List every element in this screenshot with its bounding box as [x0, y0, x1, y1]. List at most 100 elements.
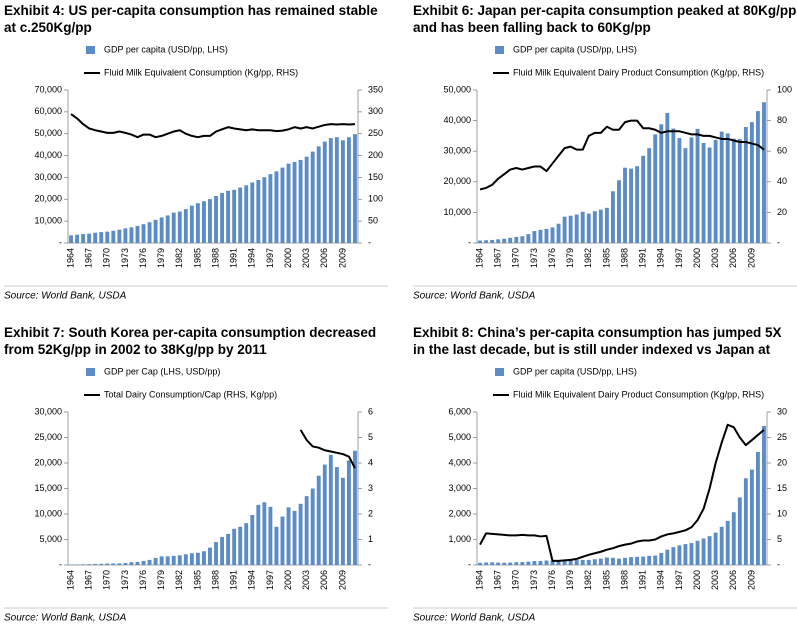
source-note: Source: World Bank, USDA	[413, 613, 536, 624]
bar	[635, 166, 640, 243]
chart-panel: GDP per Cap (LHS, USD/pp) Total Dairy Con…	[0, 322, 390, 636]
bar	[478, 562, 482, 565]
y-tick-label: 5,000	[39, 534, 62, 544]
bar	[171, 212, 176, 243]
y2-tick-label: 60	[777, 146, 787, 156]
x-tick-label: 1973	[120, 248, 130, 268]
x-tick-label: 1976	[547, 248, 557, 268]
bar	[298, 503, 303, 565]
bar	[69, 235, 73, 243]
bar	[562, 561, 567, 565]
x-tick-label: 1982	[583, 570, 593, 590]
bar	[189, 553, 194, 565]
y-tick-label: -	[468, 559, 471, 569]
x-tick-label: 1997	[674, 570, 684, 590]
y2-tick-label: -	[368, 559, 371, 569]
bar	[274, 526, 279, 565]
bar	[756, 111, 760, 243]
y2-tick-label: 1	[368, 534, 373, 544]
x-tick-label: 2006	[319, 570, 329, 590]
bar	[743, 478, 748, 565]
bar	[484, 562, 488, 565]
y2-tick-label: -	[777, 559, 780, 569]
bar	[719, 131, 724, 243]
x-tick-label: 2003	[301, 570, 311, 590]
bar	[490, 239, 495, 243]
bar	[707, 147, 712, 243]
y-tick-label: 10,000	[34, 216, 62, 226]
bar	[87, 233, 92, 243]
source-note: Source: World Bank, USDA	[413, 291, 536, 302]
bar	[598, 209, 603, 243]
bar	[250, 182, 255, 243]
x-tick-label: 1982	[583, 248, 593, 268]
bar	[129, 227, 134, 243]
bar	[689, 137, 694, 243]
x-tick-label: 2006	[728, 248, 738, 268]
bar	[478, 240, 482, 243]
bar	[598, 558, 603, 565]
bar	[87, 564, 92, 565]
legend-label: Fluid Milk Equivalent Dairy Product Cons…	[513, 389, 764, 399]
y2-tick-label: 5	[777, 534, 782, 544]
bar	[226, 533, 231, 565]
bar	[147, 559, 152, 565]
bar	[623, 557, 627, 565]
chart: GDP per Cap (LHS, USD/pp) Total Dairy Con…	[4, 366, 388, 624]
bar	[586, 559, 591, 565]
chart: GDP per capita (USD/pp, LHS) Fluid Milk E…	[413, 366, 797, 624]
bar	[183, 209, 188, 243]
y-tick-label: 70,000	[34, 84, 62, 94]
x-tick-label: 2003	[301, 248, 311, 268]
bar	[629, 557, 633, 565]
chart-title: Exhibit 7: South Korea per-capita consum…	[4, 325, 377, 357]
bar	[514, 562, 519, 565]
bar	[347, 460, 351, 565]
line	[479, 119, 765, 191]
legend-label: Total Dairy Consumption/Cap (RHS, Kg/pp)	[104, 389, 277, 399]
bar	[353, 450, 357, 565]
bar	[677, 545, 682, 565]
bar	[177, 211, 182, 243]
bar	[93, 232, 98, 243]
x-tick-label: 1964	[474, 570, 484, 590]
y2-tick-label: 40	[777, 176, 787, 186]
y-tick-label: -	[468, 237, 471, 247]
y-tick-label: 10,000	[443, 207, 471, 217]
bar	[328, 454, 333, 565]
bar	[135, 561, 140, 565]
y-tick-label: 60,000	[34, 106, 62, 116]
bar	[238, 526, 243, 565]
x-tick-label: 1988	[210, 570, 220, 590]
bar	[105, 231, 110, 243]
x-tick-label: 2003	[710, 570, 720, 590]
bar	[117, 229, 122, 243]
bar	[749, 122, 754, 243]
bar	[99, 232, 104, 243]
bar	[177, 555, 182, 565]
x-tick-label: 1973	[529, 248, 539, 268]
bar	[508, 562, 513, 565]
bar	[665, 112, 670, 243]
bar	[334, 137, 339, 243]
line	[479, 423, 765, 562]
bar	[226, 190, 231, 243]
bar	[256, 504, 261, 565]
bar	[695, 128, 700, 243]
x-tick-label: 2000	[283, 570, 293, 590]
x-tick-label: 1976	[138, 248, 148, 268]
bar	[484, 240, 488, 243]
bar	[208, 547, 212, 565]
bar	[725, 133, 730, 243]
bar	[580, 559, 585, 565]
bar	[611, 191, 615, 243]
x-tick-label: 1988	[619, 570, 629, 590]
x-tick-label: 1991	[638, 248, 648, 268]
x-tick-label: 2003	[710, 248, 720, 268]
x-tick-label: 1982	[174, 248, 184, 268]
bar	[713, 532, 718, 565]
bar	[502, 562, 507, 565]
x-tick-label: 2000	[692, 248, 702, 268]
x-tick-label: 2000	[283, 248, 293, 268]
y2-tick-label: 10	[777, 508, 787, 518]
